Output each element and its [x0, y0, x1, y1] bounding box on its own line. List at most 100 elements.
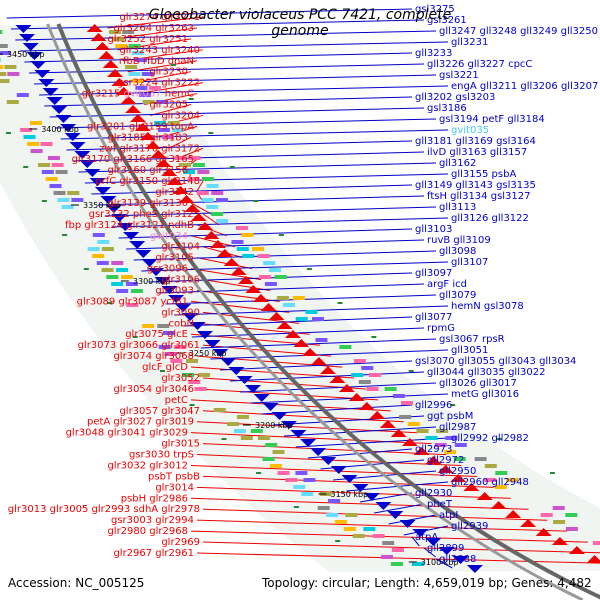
feature-block: [125, 65, 138, 69]
forward-label-line: [202, 475, 494, 488]
feature-block: [366, 387, 379, 391]
reverse-gene-label: gll2973: [415, 444, 452, 455]
forward-gene-arrow: [90, 33, 107, 41]
track-marker: [253, 200, 259, 202]
feature-block: [49, 184, 62, 188]
track-marker: [160, 370, 165, 372]
feature-block: [20, 128, 33, 132]
feature-block: [30, 121, 42, 125]
gene-name: glr3046: [152, 384, 194, 395]
gene-name: fbp: [65, 220, 81, 231]
gene-name: rpsR: [479, 334, 505, 345]
forward-gene-arrow: [520, 519, 537, 527]
feature-block: [196, 191, 209, 195]
feature-block: [305, 310, 318, 314]
feature-block: [436, 429, 449, 433]
gene-name: gsl3135: [493, 180, 536, 191]
feature-block: [128, 44, 141, 48]
reverse-label-line: [60, 129, 449, 140]
track-marker: [549, 472, 555, 474]
feature-block: [178, 163, 191, 167]
gene-name: argF: [427, 279, 449, 290]
reverse-label-line: [307, 448, 413, 459]
forward-gene-arrow: [476, 492, 493, 500]
reverse-gene-arrow: [38, 79, 55, 87]
reverse-label-line: [295, 437, 449, 448]
feature-block: [0, 58, 1, 62]
forward-gene-arrow: [505, 510, 522, 518]
feature-block: [368, 373, 381, 377]
gene-name: gll2982: [488, 433, 529, 444]
reverse-gene-label: gsl3221: [439, 70, 479, 81]
forward-strand-genes: [86, 24, 600, 563]
forward-gene-label: glr3201 glr3199 topA: [87, 121, 194, 132]
reverse-gene-label: gll2972: [427, 455, 464, 466]
feature-block: [257, 436, 270, 440]
feature-block: [67, 191, 80, 195]
reverse-gene-label: gll3113: [439, 202, 476, 213]
feature-block: [399, 415, 412, 419]
gene-name: gll3109: [450, 235, 491, 246]
reverse-gene-label: gll3226 gll3227 cpcC: [427, 59, 532, 70]
gene-name: glr3012: [146, 460, 188, 471]
forward-gene-arrow: [210, 240, 226, 248]
feature-block: [87, 247, 100, 251]
feature-block: [262, 457, 275, 461]
scale-label: 3250 kbp: [189, 349, 227, 358]
reverse-gene-arrow: [111, 214, 128, 222]
gene-name: glr3041: [104, 428, 146, 439]
forward-gene-arrow: [450, 474, 467, 482]
feature-block: [40, 142, 53, 146]
forward-gene-arrow: [535, 528, 552, 536]
gene-name: gll3017: [476, 378, 517, 389]
reverse-gene-label: gll3079: [439, 290, 476, 301]
forward-gene-label: glr3057 glr3047: [119, 406, 200, 417]
forward-label-line: [196, 519, 568, 532]
forward-label-line: [196, 486, 511, 499]
reverse-label-line: [66, 140, 413, 151]
feature-block: [339, 345, 352, 349]
gene-name: petA: [87, 417, 110, 428]
gene-name: gll3211: [477, 81, 518, 92]
forward-gene-label: glr3015: [161, 439, 200, 450]
reverse-gene-arrow: [79, 160, 96, 168]
feature-block: [495, 471, 508, 475]
forward-gene-label: fbp glr3124 glr3121 ndhB: [65, 220, 194, 231]
forward-gene-arrow: [139, 132, 156, 140]
feature-block: [116, 268, 129, 272]
reverse-label-line: [33, 74, 437, 85]
feature-block: [407, 422, 420, 426]
gene-name: gsl3194: [439, 114, 479, 125]
gene-name: gsl3127: [488, 191, 531, 202]
reverse-gene-arrow: [168, 295, 185, 303]
forward-gene-arrow: [161, 168, 178, 176]
gene-name: glr3150: [116, 176, 158, 187]
gene-name: glr3087: [115, 296, 157, 307]
forward-gene-arrow: [293, 339, 310, 347]
feature-block: [135, 86, 148, 90]
reverse-gene-label: argF icd: [427, 279, 467, 290]
gene-name: gll3016: [479, 389, 520, 400]
feature-block: [197, 170, 210, 174]
feature-block: [372, 534, 385, 538]
forward-label-line: [202, 213, 220, 226]
feature-block: [295, 471, 308, 475]
gene-name: gsl3078: [481, 301, 524, 312]
reverse-gene-label: gll2930: [415, 488, 452, 499]
feature-block: [474, 457, 487, 461]
feature-block: [250, 429, 263, 433]
reverse-label-line: [191, 327, 425, 338]
feature-block: [240, 436, 253, 440]
feature-block: [53, 191, 66, 195]
gene-name: gll3134: [447, 191, 488, 202]
feature-block: [540, 513, 553, 517]
reverse-gene-label: pheT: [427, 499, 453, 510]
gene-name: gll3226: [427, 59, 464, 70]
gene-name: icd: [449, 279, 467, 290]
reverse-gene-arrow: [123, 232, 140, 240]
forward-gene-arrow: [237, 276, 254, 284]
forward-gene-label: glr3204: [161, 110, 200, 121]
gene-name: pheS: [130, 209, 158, 220]
gene-name: glr3183: [146, 132, 188, 143]
